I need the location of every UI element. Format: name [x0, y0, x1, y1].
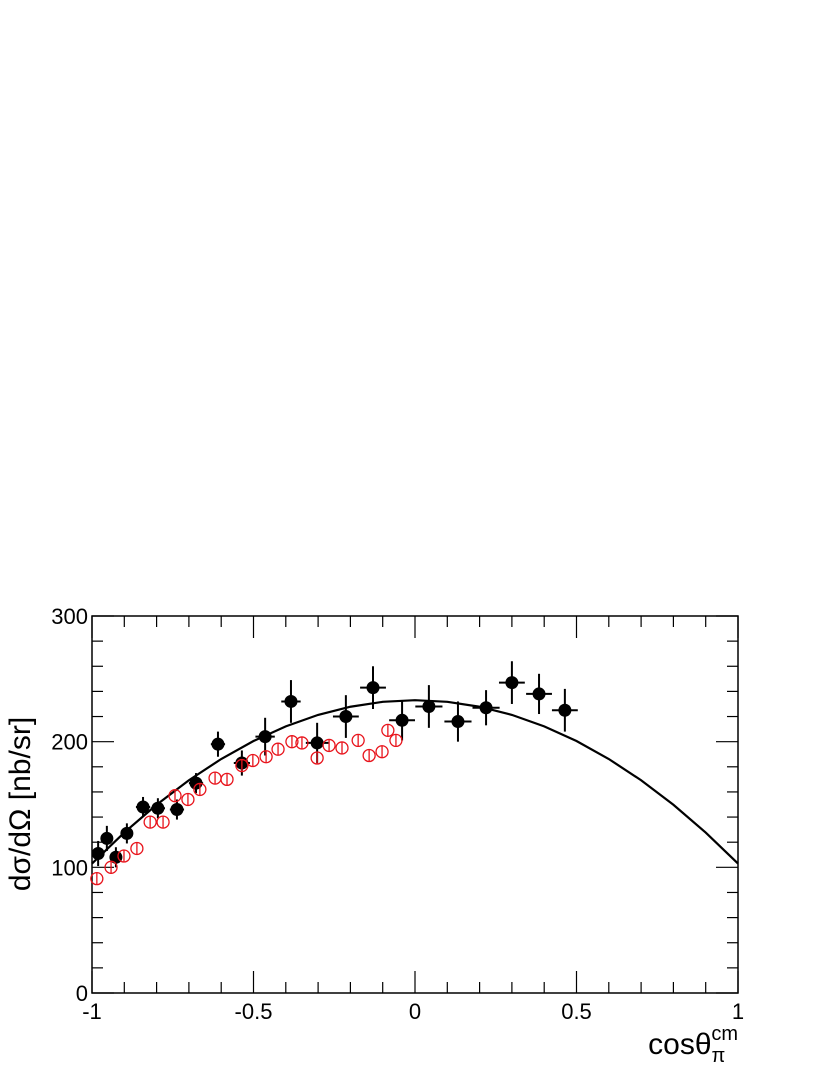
data-point — [479, 701, 493, 715]
data-point — [310, 751, 324, 765]
data-point — [259, 750, 273, 764]
y-tick-label: 200 — [51, 730, 88, 755]
data-point — [322, 738, 336, 753]
x-tick-label: -0.5 — [235, 999, 273, 1024]
data-point — [120, 826, 134, 840]
data-point — [310, 736, 324, 750]
data-point — [339, 710, 353, 724]
data-point — [130, 841, 144, 856]
plot-frame — [91, 615, 739, 994]
data-point — [451, 715, 465, 729]
data-point — [156, 815, 170, 829]
x-label-main: cosθ — [648, 1028, 711, 1061]
x-tick-label: 0.5 — [561, 999, 592, 1024]
data-point — [181, 792, 195, 807]
data-point — [271, 742, 285, 756]
data-point — [558, 703, 572, 717]
data-point — [258, 730, 272, 744]
data-point — [375, 745, 389, 759]
x-tick-label: -1 — [82, 999, 102, 1024]
fit-curve — [91, 699, 739, 865]
data-point — [193, 782, 207, 797]
data-point — [505, 676, 519, 690]
data-point — [395, 713, 409, 727]
data-point — [335, 741, 349, 755]
data-point — [422, 699, 436, 713]
x-axis-label: cosθπcm — [648, 1023, 738, 1064]
data-point — [246, 753, 260, 768]
data-point — [351, 733, 365, 748]
data-point — [170, 803, 184, 817]
data-point — [285, 735, 299, 749]
data-point — [295, 736, 309, 750]
data-point — [90, 871, 104, 886]
data-point — [143, 815, 157, 829]
data-point — [235, 758, 249, 773]
data-point — [381, 723, 395, 738]
y-tick-label: 0 — [76, 981, 88, 1006]
data-point — [211, 737, 225, 751]
data-point — [284, 694, 298, 708]
y-tick-label: 100 — [51, 855, 88, 880]
data-point — [532, 687, 546, 701]
data-point — [220, 772, 234, 787]
data-point — [117, 849, 131, 863]
data-point — [104, 860, 118, 874]
data-point — [91, 847, 105, 861]
x-label-sub: π — [712, 1045, 726, 1064]
y-tick-label: 300 — [51, 604, 88, 629]
data-point — [100, 831, 114, 845]
data-point — [136, 800, 150, 814]
x-tick-label: 1 — [732, 999, 744, 1024]
data-point — [168, 789, 182, 803]
x-label-sup: cm — [711, 1023, 738, 1045]
data-point — [151, 801, 165, 815]
y-axis-label: dσ/dΩ [nb/sr] — [4, 717, 37, 891]
data-point — [362, 748, 376, 763]
data-point — [389, 733, 403, 748]
data-point — [366, 681, 380, 695]
x-tick-label: 0 — [409, 999, 421, 1024]
